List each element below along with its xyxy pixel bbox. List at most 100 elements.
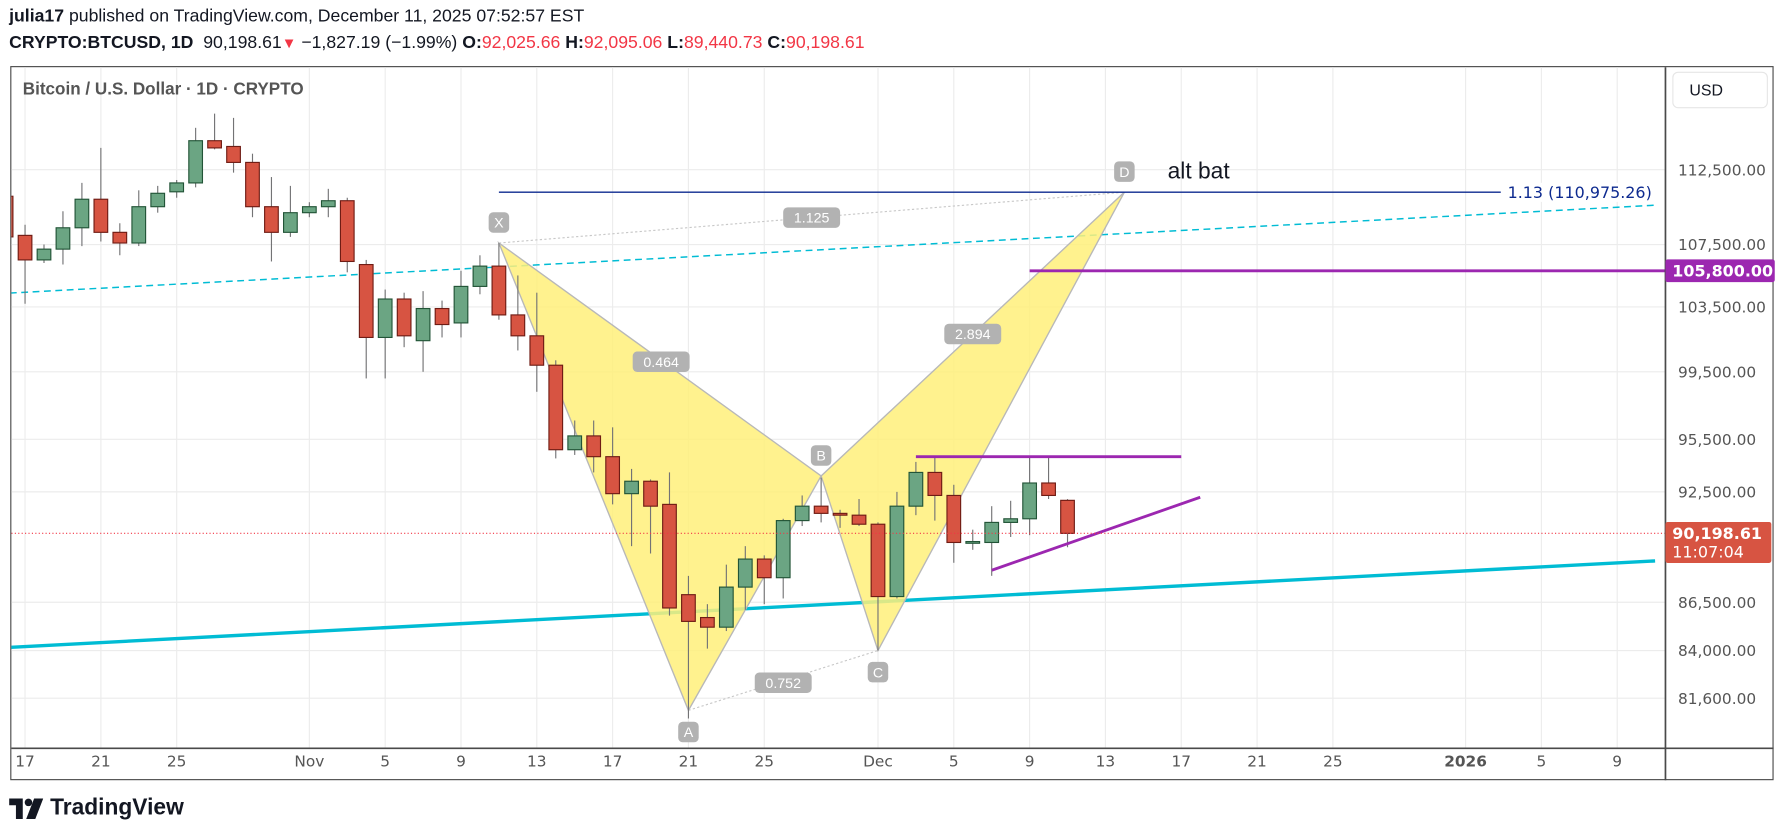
change: −1,827.19 (−1.99%): [301, 33, 458, 53]
candle-body: [946, 494, 962, 544]
down-arrow-icon: ▼: [281, 34, 297, 52]
harmonic-bcd-triangle: [820, 191, 1125, 653]
candle: [510, 275, 526, 351]
candle: [775, 518, 791, 599]
low-label: L:: [667, 33, 684, 53]
candle: [889, 491, 905, 599]
ratio-bd-label-text: 2.894: [955, 327, 991, 343]
candle-body: [965, 540, 981, 544]
candle-body: [150, 192, 166, 208]
time-tick-label: 5: [1536, 753, 1546, 771]
candle-body: [586, 435, 602, 458]
symbol[interactable]: CRYPTO:BTCUSD, 1D: [9, 33, 194, 53]
candle: [36, 244, 52, 264]
point-c-label-text: C: [873, 665, 883, 681]
tradingview-logo[interactable]: TradingView: [9, 795, 184, 821]
time-tick-label: 5: [949, 753, 959, 771]
candle-body: [55, 227, 71, 250]
price-tick-label: 86,500.00: [1678, 594, 1756, 612]
candle: [301, 202, 317, 218]
last-price: 90,198.61: [203, 33, 282, 53]
candle-body: [756, 558, 772, 579]
candle: [1003, 500, 1019, 537]
fib-level-label-bg: [1500, 182, 1659, 202]
time-tick-label: Nov: [294, 753, 324, 771]
candle: [283, 185, 298, 237]
candle: [1060, 499, 1075, 548]
point-x-label-bg: [488, 212, 510, 233]
candle-body: [453, 285, 469, 324]
high-label: H:: [565, 33, 584, 53]
candle-body: [17, 234, 33, 261]
candle: [207, 113, 222, 150]
candle-body: [737, 558, 753, 588]
purple-level-price-text: 105,800.00: [1672, 261, 1773, 280]
ratio-xd-label-bg: [783, 207, 841, 228]
currency-button[interactable]: USD: [1672, 71, 1768, 109]
low-value: 89,440.73: [683, 33, 763, 53]
candle: [681, 575, 696, 719]
price-tick-label: 81,600.00: [1678, 690, 1756, 708]
harmonic-xab-triangle: [497, 241, 823, 712]
candle-body: [718, 586, 734, 628]
candle-body: [264, 206, 279, 233]
candle: [965, 529, 981, 550]
candle-body: [510, 314, 526, 337]
candle-body: [889, 505, 905, 598]
candle-body: [908, 471, 924, 507]
candle: [548, 360, 564, 459]
candle: [320, 188, 336, 218]
author[interactable]: julia17: [9, 6, 65, 27]
candle-body: [813, 505, 829, 514]
ratio-bd-label-bg: [944, 323, 1002, 345]
candle: [813, 477, 829, 523]
candle-body: [188, 140, 204, 184]
candle: [794, 495, 810, 527]
purple-level-price-tag: [1665, 259, 1775, 283]
point-d-label-text: D: [1119, 165, 1129, 181]
candle-body: [529, 335, 545, 366]
ratio-xd-label-text: 1.125: [794, 211, 830, 227]
candle: [643, 479, 658, 554]
point-c-label-bg: [867, 661, 889, 683]
candle-body: [11, 195, 14, 238]
tradingview-logo-icon: [9, 797, 44, 819]
candle: [1022, 456, 1038, 536]
point-b-label-bg: [810, 445, 832, 466]
fib-level-label: 1.13 (110,975.26): [1508, 183, 1652, 202]
candle-body: [491, 265, 507, 316]
ratio-bd-label: 2.894: [944, 323, 1002, 345]
candle: [169, 179, 185, 198]
point-b-label: B: [810, 445, 832, 466]
time-tick-label: 21: [1247, 753, 1267, 771]
published-text: published on TradingView.com, December 1…: [68, 6, 585, 27]
candle-body: [396, 298, 412, 337]
candle-body: [832, 512, 848, 516]
candle-body: [245, 161, 260, 208]
candle-body: [358, 263, 374, 339]
candle-body: [870, 523, 886, 598]
time-tick-label: 25: [754, 753, 774, 771]
ratio-ac-label: 0.752: [754, 672, 812, 693]
time-tick-label: 21: [679, 753, 699, 771]
last-price-tag: [1665, 521, 1772, 563]
point-a-label-bg: [678, 721, 699, 743]
candle-body: [301, 206, 317, 214]
point-a-label: A: [678, 721, 699, 743]
close-value: 90,198.61: [786, 33, 865, 53]
candle: [699, 604, 715, 649]
candle: [567, 420, 583, 455]
candle-body: [131, 206, 147, 244]
candle: [358, 259, 374, 379]
candle-body: [548, 364, 564, 451]
cyan-dashed-trendline: [11, 204, 1656, 294]
candle: [131, 190, 147, 247]
countdown-text: 11:07:04: [1672, 542, 1744, 561]
cyan-support-trendline: [11, 559, 1656, 650]
symbol-info: CRYPTO:BTCUSD, 1D 90,198.61▼ −1,827.19 (…: [9, 33, 864, 54]
purple-support-trendline: [991, 495, 1201, 572]
candle-body: [1041, 482, 1056, 497]
candle: [908, 461, 924, 516]
candle-body: [36, 248, 52, 261]
